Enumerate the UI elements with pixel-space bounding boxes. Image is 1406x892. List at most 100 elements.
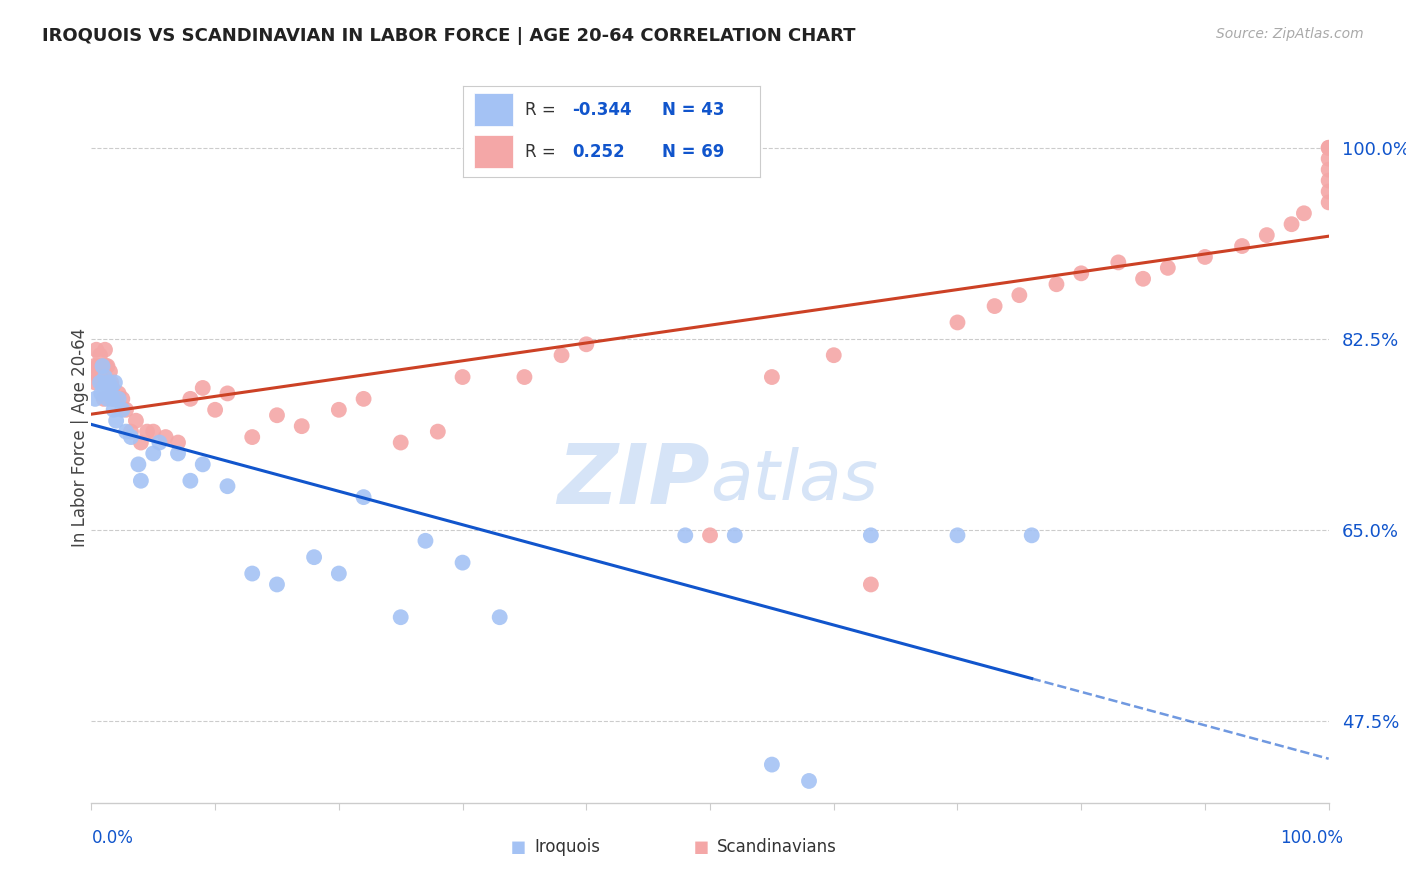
Point bbox=[96, 359, 118, 373]
Point bbox=[115, 425, 138, 439]
Point bbox=[111, 392, 134, 406]
Point bbox=[97, 376, 120, 390]
Point bbox=[217, 386, 239, 401]
Point bbox=[91, 359, 114, 373]
Text: Iroquois: Iroquois bbox=[534, 838, 600, 855]
Point bbox=[673, 528, 696, 542]
Point bbox=[1194, 250, 1216, 264]
Point bbox=[101, 392, 124, 406]
Point bbox=[111, 402, 134, 417]
Point bbox=[1317, 141, 1340, 155]
Point bbox=[89, 376, 111, 390]
Point bbox=[98, 386, 121, 401]
Point bbox=[129, 474, 152, 488]
Point bbox=[100, 381, 122, 395]
Point bbox=[266, 409, 288, 423]
Y-axis label: In Labor Force | Age 20-64: In Labor Force | Age 20-64 bbox=[72, 327, 89, 547]
Text: Scandinavians: Scandinavians bbox=[717, 838, 837, 855]
Text: atlas: atlas bbox=[710, 448, 877, 515]
Point bbox=[240, 430, 263, 444]
Point bbox=[115, 402, 138, 417]
Point bbox=[1317, 195, 1340, 210]
Point bbox=[328, 402, 350, 417]
Point bbox=[575, 337, 598, 351]
Point bbox=[167, 435, 190, 450]
Point bbox=[1132, 272, 1154, 286]
Point bbox=[1317, 173, 1340, 187]
Point bbox=[328, 566, 350, 581]
Point bbox=[1157, 260, 1180, 275]
Point bbox=[513, 370, 536, 384]
Point bbox=[1070, 266, 1092, 280]
Point bbox=[191, 381, 214, 395]
Point bbox=[1281, 217, 1303, 231]
Point bbox=[89, 348, 111, 362]
Point bbox=[426, 425, 449, 439]
Point bbox=[94, 343, 117, 357]
Point bbox=[104, 376, 127, 390]
Point bbox=[96, 392, 118, 406]
Point bbox=[266, 577, 288, 591]
Point bbox=[240, 566, 263, 581]
Point bbox=[1008, 288, 1031, 302]
Point bbox=[98, 365, 121, 379]
Point bbox=[167, 446, 190, 460]
Point bbox=[142, 446, 165, 460]
Point bbox=[86, 343, 108, 357]
Point bbox=[946, 528, 969, 542]
Point bbox=[1230, 239, 1253, 253]
Point bbox=[107, 392, 129, 406]
Point bbox=[1021, 528, 1043, 542]
Point bbox=[1256, 228, 1278, 243]
Point bbox=[82, 365, 104, 379]
Point bbox=[86, 359, 108, 373]
Point bbox=[105, 392, 128, 406]
Point bbox=[97, 376, 120, 390]
Point bbox=[105, 414, 128, 428]
Point bbox=[983, 299, 1005, 313]
Point bbox=[1317, 162, 1340, 177]
Point bbox=[761, 757, 783, 772]
Point bbox=[142, 425, 165, 439]
Point bbox=[797, 774, 820, 789]
Text: ▪: ▪ bbox=[693, 835, 710, 858]
Point bbox=[1292, 206, 1315, 220]
Text: ▪: ▪ bbox=[510, 835, 527, 858]
Point bbox=[136, 425, 159, 439]
Point bbox=[96, 359, 118, 373]
Point bbox=[353, 490, 375, 504]
Point bbox=[699, 528, 721, 542]
Point bbox=[87, 370, 110, 384]
Point bbox=[488, 610, 510, 624]
Point bbox=[103, 402, 125, 417]
Text: Source: ZipAtlas.com: Source: ZipAtlas.com bbox=[1216, 27, 1364, 41]
Text: 0.0%: 0.0% bbox=[91, 829, 134, 847]
Point bbox=[93, 392, 115, 406]
Point bbox=[155, 430, 177, 444]
Point bbox=[148, 435, 170, 450]
Point bbox=[1045, 277, 1067, 292]
Point bbox=[107, 386, 129, 401]
Point bbox=[94, 370, 117, 384]
Point bbox=[127, 458, 149, 472]
Point bbox=[101, 381, 124, 395]
Point bbox=[291, 419, 314, 434]
Point bbox=[93, 381, 115, 395]
Point bbox=[120, 430, 142, 444]
Point bbox=[129, 435, 152, 450]
Point bbox=[191, 458, 214, 472]
Point bbox=[724, 528, 747, 542]
Point bbox=[1317, 185, 1340, 199]
Point bbox=[90, 386, 112, 401]
Point bbox=[302, 550, 325, 565]
Point bbox=[550, 348, 572, 362]
Point bbox=[90, 359, 112, 373]
Point bbox=[1317, 152, 1340, 166]
Point bbox=[179, 474, 201, 488]
Point bbox=[217, 479, 239, 493]
Point bbox=[204, 402, 226, 417]
Point bbox=[859, 577, 882, 591]
Point bbox=[104, 392, 127, 406]
Point bbox=[103, 392, 125, 406]
Point bbox=[100, 376, 122, 390]
